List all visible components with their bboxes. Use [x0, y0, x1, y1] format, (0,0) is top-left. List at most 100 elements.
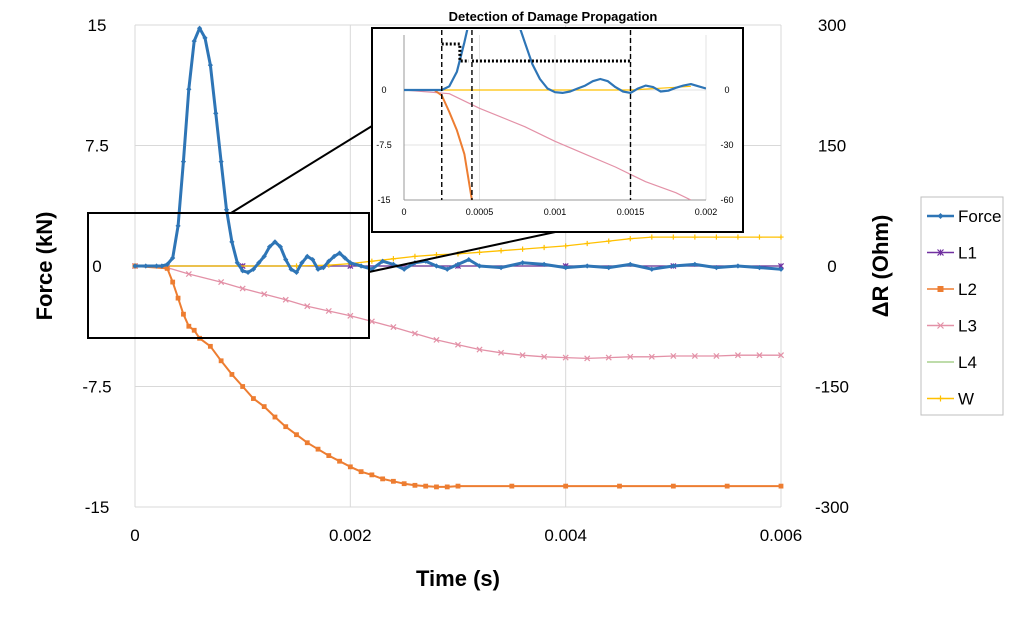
inset-title: Detection of Damage Propagation [449, 9, 658, 24]
data-point-l3 [347, 312, 354, 319]
data-point-force [778, 266, 784, 272]
inset-x-tick-label: 0.0015 [617, 207, 645, 217]
data-point-l2 [347, 464, 353, 470]
data-point-force [498, 265, 504, 271]
data-point-force [293, 269, 300, 276]
data-point-force [170, 255, 176, 261]
data-point-l2 [240, 384, 246, 389]
data-point-l3 [368, 318, 375, 325]
zoom-connector-line [368, 230, 561, 273]
data-point-l2 [412, 482, 418, 488]
legend-swatch-marker [937, 213, 944, 219]
data-point-force [283, 256, 289, 263]
data-point-force [197, 25, 203, 31]
data-point-force [288, 266, 294, 272]
x-tick-label: 0.002 [329, 526, 372, 545]
data-point-force [266, 244, 273, 250]
data-point-force [735, 263, 741, 269]
data-point-l3 [605, 354, 612, 361]
data-point-l3 [627, 353, 634, 360]
data-point-l2 [444, 484, 450, 490]
data-point-force [299, 260, 305, 266]
data-point-l2 [272, 414, 278, 420]
legend-swatch-marker [937, 249, 944, 256]
data-point-l3 [239, 285, 246, 292]
data-point-l2 [170, 279, 176, 285]
data-point-l2 [191, 327, 197, 333]
data-point-l2 [423, 483, 429, 489]
data-point-force [331, 253, 337, 259]
data-point-force [180, 158, 187, 165]
legend: Force L1 L2 L3 L4 W [920, 196, 1004, 416]
data-point-force [310, 256, 316, 263]
data-point-l2 [283, 424, 289, 430]
data-point-l3 [691, 352, 698, 359]
inset-frame [371, 27, 744, 233]
data-point-l3 [261, 291, 268, 298]
data-point-l2 [369, 472, 375, 478]
inset-x-tick-label: 0 [401, 207, 406, 217]
y-tick-label: -15 [85, 498, 110, 517]
legend-label: W [958, 390, 974, 409]
data-point-w [476, 249, 483, 255]
data-point-l3 [777, 352, 785, 359]
data-point-l3 [584, 355, 591, 362]
data-point-l2 [509, 483, 515, 489]
data-point-w [606, 238, 612, 244]
data-point-l3 [541, 353, 548, 360]
data-point-l3 [756, 352, 763, 359]
legend-item-l1: L1 [927, 244, 977, 263]
x-tick-label: 0 [130, 526, 139, 545]
data-point-w [692, 234, 698, 240]
inset-y2-tick-label: 0 [724, 85, 729, 95]
data-point-force [320, 265, 327, 271]
inset-step-annotation [441, 42, 469, 63]
data-point-w [778, 234, 784, 240]
data-point-force [342, 255, 348, 261]
data-point-force [606, 265, 612, 271]
y-tick-label: 0 [92, 257, 101, 276]
data-point-force [143, 263, 149, 269]
data-point-l2 [380, 476, 386, 482]
data-point-w [369, 258, 375, 264]
data-point-l3 [185, 271, 192, 278]
y2-tick-label: 150 [818, 137, 846, 156]
data-point-w [390, 256, 396, 262]
data-point-l2 [778, 483, 784, 489]
inset-y2-tick-label: -30 [720, 140, 733, 150]
data-point-l3 [411, 330, 418, 337]
data-point-force [380, 258, 386, 264]
data-point-force [277, 244, 283, 250]
inset-x-tick-label: 0.002 [695, 207, 718, 217]
y-axis-title: Force (kN) [32, 212, 57, 321]
data-point-force [304, 253, 310, 259]
data-point-force [213, 110, 219, 116]
data-point-force [229, 239, 235, 245]
data-point-l3 [648, 353, 655, 360]
data-point-l3 [218, 279, 225, 286]
data-point-w [541, 244, 547, 251]
data-point-l2 [617, 483, 622, 489]
y-tick-label: -7.5 [82, 378, 111, 397]
data-point-force [132, 263, 138, 269]
data-point-force [336, 250, 343, 256]
data-point-l2 [315, 446, 321, 452]
data-point-l2 [261, 404, 267, 409]
data-point-w [735, 234, 741, 240]
legend-item-l3: L3 [927, 317, 977, 336]
data-point-force [175, 223, 181, 229]
data-point-force [563, 265, 569, 271]
zoom-annotation [87, 125, 561, 339]
data-point-force [250, 266, 257, 272]
x-tick-label: 0.006 [760, 526, 803, 545]
data-point-w [498, 248, 504, 254]
data-point-force [315, 266, 321, 272]
legend-item-force: Force [927, 207, 1001, 226]
data-point-l3 [433, 336, 440, 343]
inset-series-line-l3 [404, 89, 692, 200]
data-point-force [240, 268, 246, 274]
inset-x-tick-label: 0.0005 [466, 207, 494, 217]
data-point-w [433, 252, 440, 258]
data-point-l3 [476, 346, 483, 353]
series-force [132, 25, 784, 276]
